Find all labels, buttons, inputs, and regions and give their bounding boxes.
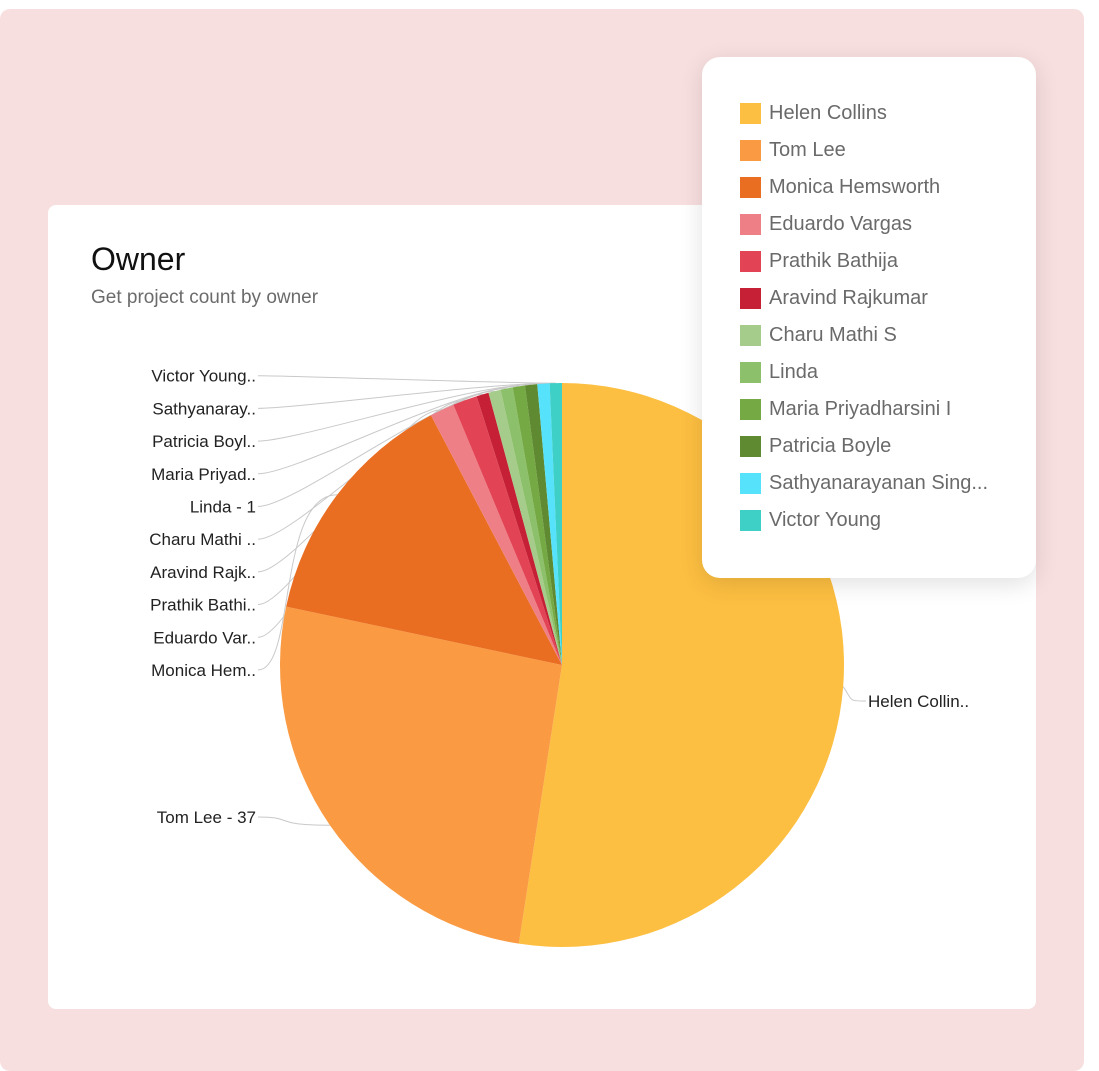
slice-label-prathik-bathija: Prathik Bathi.. [150, 596, 256, 615]
legend-item-eduardo-vargas[interactable]: Eduardo Vargas [740, 206, 988, 243]
connector-helen-collins [842, 686, 867, 702]
legend-label: Prathik Bathija [769, 250, 898, 272]
legend-label: Aravind Rajkumar [769, 287, 928, 309]
slice-labels: Helen Collin.. Tom Lee - 37 Monica Hem.. Ed… [149, 367, 969, 827]
chart-subtitle: Get project count by owner [91, 287, 319, 308]
legend-label: Tom Lee [769, 139, 846, 161]
legend-item-monica-hemsworth[interactable]: Monica Hemsworth [740, 169, 988, 206]
legend-item-aravind-rajkumar[interactable]: Aravind Rajkumar [740, 280, 988, 317]
pie-slice-tom-lee[interactable] [280, 606, 562, 944]
legend-item-prathik-bathija[interactable]: Prathik Bathija [740, 243, 988, 280]
slice-label-victor-young: Victor Young.. [151, 367, 256, 386]
legend-label: Linda [769, 361, 818, 383]
legend-label: Helen Collins [769, 102, 887, 124]
legend-label: Victor Young [769, 509, 881, 531]
legend-label: Patricia Boyle [769, 435, 892, 457]
connector-linda [257, 388, 507, 507]
connector-sathyanarayanan-singaravelu [257, 383, 544, 409]
pie-slice-eduardo-vargas[interactable] [430, 404, 562, 665]
slice-label-eduardo-vargas: Eduardo Var.. [153, 628, 256, 647]
legend-item-patricia-boyle[interactable]: Patricia Boyle [740, 428, 988, 465]
slice-label-monica-hemsworth: Monica Hem.. [151, 661, 256, 680]
legend-swatch [740, 473, 761, 494]
legend-swatch [740, 103, 761, 124]
legend-swatch [740, 177, 761, 198]
legend-item-tom-lee[interactable]: Tom Lee [740, 132, 988, 169]
legend-label: Charu Mathi S [769, 324, 897, 346]
legend-item-linda[interactable]: Linda [740, 354, 988, 391]
slice-label-helen-collins: Helen Collin.. [868, 692, 969, 711]
legend-swatch [740, 140, 761, 161]
legend-item-helen-collins[interactable]: Helen Collins [740, 95, 988, 132]
legend-item-victor-young[interactable]: Victor Young [740, 502, 988, 539]
connector-tom-lee [257, 816, 330, 826]
legend-swatch [740, 325, 761, 346]
slice-label-sathyanarayanan-singaravelu: Sathyanaray.. [152, 399, 256, 418]
pie-slice-monica-hemsworth[interactable] [286, 415, 562, 665]
legend-label: Monica Hemsworth [769, 176, 941, 198]
legend-swatch [740, 214, 761, 235]
legend-swatch [740, 436, 761, 457]
slice-label-maria-priyadharsini-i: Maria Priyad.. [151, 465, 256, 484]
connector-maria-priyadharsini-i [257, 385, 519, 475]
legend-item-sathyanarayanan-singaravelu[interactable]: Sathyanarayanan Sing... [740, 465, 988, 502]
pie-slice-victor-young[interactable] [549, 382, 562, 665]
slice-label-patricia-boyle: Patricia Boyl.. [152, 432, 256, 451]
legend-swatch [740, 399, 761, 420]
legend-swatch [740, 510, 761, 531]
chart-title: Owner [91, 241, 186, 277]
chart-legend: Helen Collins Tom Lee Monica Hemsworth Edua… [702, 57, 1036, 578]
legend-swatch [740, 251, 761, 272]
slice-label-linda: Linda - 1 [190, 498, 256, 517]
slice-label-charu-mathi-s: Charu Mathi .. [149, 530, 256, 549]
slice-label-aravind-rajkumar: Aravind Rajk.. [150, 563, 256, 582]
legend-list: Helen Collins Tom Lee Monica Hemsworth Edua… [740, 95, 988, 539]
pie-slice-charu-mathi-s[interactable] [488, 389, 562, 665]
pie-slices [280, 382, 845, 947]
pie-slice-prathik-bathija[interactable] [453, 396, 562, 665]
slice-label-tom-lee: Tom Lee - 37 [157, 808, 256, 827]
pie-slice-aravind-rajkumar[interactable] [476, 392, 562, 665]
legend-item-charu-mathi-s[interactable]: Charu Mathi S [740, 317, 988, 354]
connector-patricia-boyle [257, 384, 532, 442]
legend-label: Eduardo Vargas [769, 213, 913, 235]
legend-swatch [740, 288, 761, 309]
legend-swatch [740, 362, 761, 383]
pie-slice-sathyanarayanan-singaravelu[interactable] [537, 383, 562, 665]
legend-label: Sathyanarayanan Sing... [769, 472, 989, 494]
pie-slice-patricia-boyle[interactable] [524, 384, 562, 665]
legend-item-maria-priyadharsini-i[interactable]: Maria Priyadharsini I [740, 391, 988, 428]
label-connectors [257, 375, 867, 826]
pie-slice-maria-priyadharsini-i[interactable] [512, 385, 562, 665]
legend-label: Maria Priyadharsini I [769, 398, 952, 420]
connector-victor-young [257, 375, 556, 384]
pie-slice-linda[interactable] [500, 387, 562, 665]
